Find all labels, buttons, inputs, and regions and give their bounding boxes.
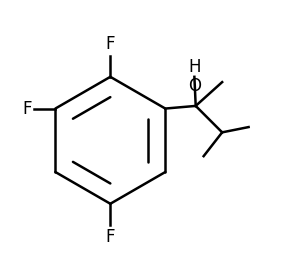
Text: H: H xyxy=(188,58,201,76)
Text: F: F xyxy=(22,100,32,117)
Text: F: F xyxy=(106,35,115,53)
Text: F: F xyxy=(106,228,115,245)
Text: O: O xyxy=(188,77,201,95)
